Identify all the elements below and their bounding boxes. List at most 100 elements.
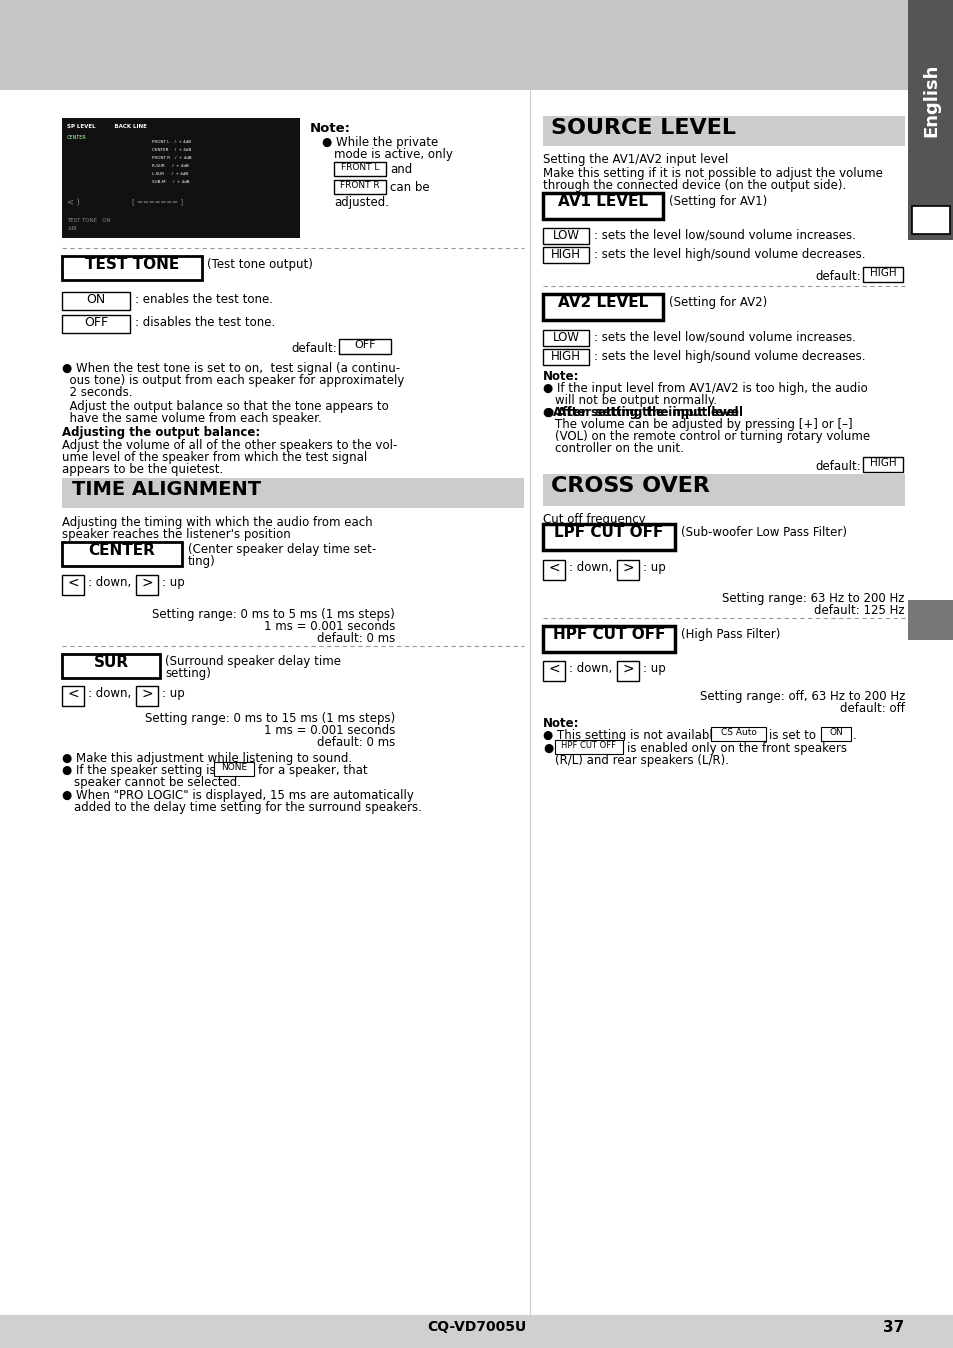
Text: Cut off frequency: Cut off frequency [542,514,645,526]
Text: CENTER: CENTER [89,543,155,558]
Text: FRONT R: FRONT R [340,181,379,190]
Text: < ): < ) [67,198,80,208]
Bar [0,0,953,90]
Bar [542,524,675,550]
Text: 1dB: 1dB [67,226,76,231]
Bar [617,661,639,681]
Text: is enabled only on the front speakers: is enabled only on the front speakers [626,741,846,755]
Text: 1 ms = 0.001 seconds: 1 ms = 0.001 seconds [263,620,395,634]
Bar [542,294,662,319]
Text: ous tone) is output from each speaker for approximately: ous tone) is output from each speaker fo… [62,373,404,387]
Text: LPF CUT OFF: LPF CUT OFF [554,524,663,541]
Text: : up: : up [162,576,185,589]
Text: default:: default: [291,342,336,355]
Text: : enables the test tone.: : enables the test tone. [135,293,273,306]
Text: ● Make this adjustment while listening to sound.: ● Make this adjustment while listening t… [62,752,352,766]
Text: (Sub-woofer Low Pass Filter): (Sub-woofer Low Pass Filter) [680,526,846,539]
Text: default: 0 ms: default: 0 ms [316,736,395,749]
Text: speaker reaches the listener's position: speaker reaches the listener's position [62,528,291,541]
Text: : down,: : down, [568,561,612,574]
Text: HIGH: HIGH [869,268,896,278]
Text: Setting range: 0 ms to 15 ms (1 ms steps): Setting range: 0 ms to 15 ms (1 ms steps… [145,712,395,725]
Text: R-SUR      /  + 4dB: R-SUR / + 4dB [152,164,189,168]
Text: AV1 LEVEL: AV1 LEVEL [558,194,647,209]
Text: Setting range: off, 63 Hz to 200 Hz: Setting range: off, 63 Hz to 200 Hz [699,690,904,704]
Text: ● When "PRO LOGIC" is displayed, 15 ms are automatically: ● When "PRO LOGIC" is displayed, 15 ms a… [62,789,414,802]
Text: 37: 37 [882,1320,903,1335]
Text: controller on the unit.: controller on the unit. [555,442,683,456]
Text: for a speaker, that: for a speaker, that [257,764,367,776]
Text: speaker cannot be selected.: speaker cannot be selected. [74,776,241,789]
Bar [0,1316,953,1348]
Text: English: English [921,63,939,136]
Text: : sets the level low/sound volume increases.: : sets the level low/sound volume increa… [594,229,855,243]
Text: ● After setting the input level: ● After setting the input level [542,406,742,419]
Text: ume level of the speaker from which the test signal: ume level of the speaker from which the … [62,452,367,464]
Text: TIME ALIGNMENT: TIME ALIGNMENT [71,480,261,499]
Text: default:: default: [815,460,861,473]
Text: After setting the input level: After setting the input level [553,406,738,419]
Text: FRONT R    /  + 4dB: FRONT R / + 4dB [152,156,192,160]
Text: HPF CUT OFF: HPF CUT OFF [552,627,664,642]
Bar [710,727,765,741]
Text: <: < [548,662,559,675]
Text: (Test tone output): (Test tone output) [207,257,313,271]
Text: >: > [621,561,633,576]
Text: appears to be the quietest.: appears to be the quietest. [62,462,223,476]
Bar [62,293,130,310]
Text: (High Pass Filter): (High Pass Filter) [680,628,780,642]
Text: : sets the level low/sound volume increases.: : sets the level low/sound volume increa… [594,332,855,344]
Text: [ ======= ]: [ ======= ] [132,198,183,205]
Text: : up: : up [642,561,665,574]
Bar [62,686,84,706]
Text: default: 125 Hz: default: 125 Hz [814,604,904,617]
Text: CENTER     /  + 4dB: CENTER / + 4dB [152,148,192,152]
Bar [617,559,639,580]
Text: SOURCE LEVEL: SOURCE LEVEL [551,119,735,137]
Text: Note:: Note: [310,123,351,135]
Bar [62,542,182,566]
Text: TEST TONE: TEST TONE [85,257,179,272]
Bar [334,181,386,194]
Text: LOW: LOW [552,229,578,243]
Bar [907,600,953,640]
Text: and: and [390,163,412,177]
Text: : down,: : down, [88,687,132,700]
Text: Make this setting if it is not possible to adjust the volume: Make this setting if it is not possible … [542,167,882,181]
Text: adjusted.: adjusted. [334,195,389,209]
Text: ● When the test tone is set to on,  test signal (a continu-: ● When the test tone is set to on, test … [62,363,399,375]
Text: L-SUR      /  + 4dB: L-SUR / + 4dB [152,173,188,177]
Text: HIGH: HIGH [551,248,580,262]
Text: : sets the level high/sound volume decreases.: : sets the level high/sound volume decre… [594,248,864,262]
Text: : down,: : down, [88,576,132,589]
Text: <: < [67,576,79,590]
Text: default: 0 ms: default: 0 ms [316,632,395,644]
Text: Adjust the output balance so that the tone appears to: Adjust the output balance so that the to… [62,400,388,412]
Text: : sets the level high/sound volume decreases.: : sets the level high/sound volume decre… [594,350,864,363]
Bar [862,267,902,282]
Text: SUB-M      /  + 4dB: SUB-M / + 4dB [152,181,190,183]
Text: FRONT L    /  + 4dB: FRONT L / + 4dB [152,140,191,144]
Bar [62,576,84,594]
Bar [338,338,391,355]
Text: OFF: OFF [354,340,375,350]
Text: (Setting for AV2): (Setting for AV2) [668,297,766,309]
Bar [136,686,158,706]
Bar [136,576,158,594]
Text: ON: ON [828,728,842,737]
Text: added to the delay time setting for the surround speakers.: added to the delay time setting for the … [74,801,421,814]
Bar [62,479,523,508]
Text: ● If the speaker setting is: ● If the speaker setting is [62,764,215,776]
Text: (R/L) and rear speakers (L/R).: (R/L) and rear speakers (L/R). [555,754,728,767]
Bar [911,206,949,235]
Bar [542,228,588,244]
Text: setting): setting) [165,667,211,679]
Text: default: off: default: off [840,702,904,714]
Bar [542,661,564,681]
Text: (VOL) on the remote control or turning rotary volume: (VOL) on the remote control or turning r… [555,430,869,443]
Text: ● This setting is not available if: ● This setting is not available if [542,729,731,741]
Text: (Center speaker delay time set-: (Center speaker delay time set- [188,543,375,555]
Text: can be: can be [390,181,429,194]
Text: ON: ON [87,293,106,306]
Text: have the same volume from each speaker.: have the same volume from each speaker. [62,412,321,425]
